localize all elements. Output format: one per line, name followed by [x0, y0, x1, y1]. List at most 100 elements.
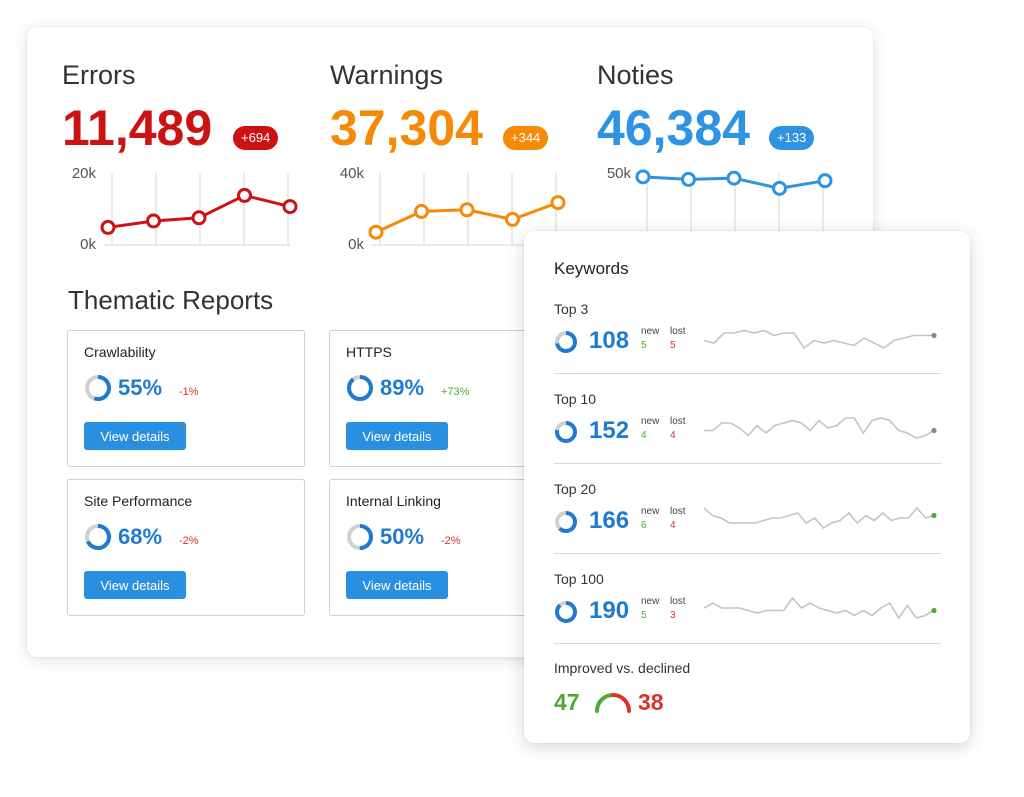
- lost-label: lost: [670, 326, 686, 337]
- data-point: [550, 195, 566, 211]
- progress-donut-icon: [555, 421, 577, 443]
- notices-title: Noties: [597, 60, 674, 90]
- report-card-site-performance: Site Performance 68% -2% View details: [67, 479, 305, 616]
- lost-stat: lost 3: [670, 595, 686, 623]
- keyword-group-label: Top 10: [554, 391, 597, 407]
- sparkline-end-dot: [931, 512, 937, 519]
- data-point: [237, 187, 252, 203]
- donut-fill: [555, 511, 577, 533]
- y-tick-label: 50k: [607, 165, 632, 182]
- data-point: [100, 219, 116, 235]
- lost-label: lost: [670, 596, 686, 607]
- progress-donut-icon: [347, 375, 373, 401]
- thematic-reports-title: Thematic Reports: [68, 285, 274, 315]
- new-label: new: [641, 596, 660, 607]
- report-percent: 89%: [380, 375, 425, 400]
- report-delta: -2%: [441, 535, 461, 547]
- keyword-group-label: Top 3: [554, 301, 589, 317]
- divider: [554, 463, 941, 464]
- sparkline-end-dot: [931, 427, 937, 434]
- sparkline-path: [703, 596, 935, 620]
- progress-donut-icon: [555, 331, 577, 353]
- progress-donut-icon: [85, 524, 111, 550]
- lost-count: 4: [670, 430, 676, 441]
- notices-badge: +133: [769, 126, 815, 150]
- lost-stat: lost 4: [670, 505, 686, 533]
- report-name: Site Performance: [84, 493, 193, 509]
- declined-count: 38: [638, 689, 664, 715]
- lost-count: 4: [670, 520, 676, 531]
- progress-donut-icon: [85, 375, 111, 401]
- report-name: Internal Linking: [346, 493, 441, 509]
- data-point: [459, 202, 475, 218]
- keyword-count: 166: [589, 507, 630, 534]
- improved-vs-declined-label: Improved vs. declined: [554, 660, 691, 676]
- data-point: [505, 211, 520, 227]
- donut-fill: [85, 375, 111, 401]
- donut-fill: [347, 524, 373, 550]
- data-point: [635, 169, 651, 185]
- divider: [554, 553, 941, 554]
- improved-count: 47: [554, 689, 580, 715]
- sparkline-end-dot: [931, 607, 937, 614]
- sparkline-path: [703, 506, 935, 530]
- lost-stat: lost 4: [670, 415, 686, 443]
- errors-badge: +694: [233, 126, 279, 150]
- report-name: HTTPS: [346, 344, 392, 360]
- gauge-icon: [595, 693, 631, 713]
- data-point: [191, 210, 207, 226]
- view-details-button[interactable]: View details: [84, 422, 186, 450]
- errors-value: 11,489: [62, 100, 213, 156]
- keywords-card: Keywords Top 3 108 new 5 lost 5 Top 10 1…: [524, 231, 970, 743]
- errors-title: Errors: [62, 60, 136, 90]
- data-point: [368, 224, 384, 240]
- donut-fill: [85, 524, 111, 550]
- y-tick-label: 20k: [72, 165, 97, 182]
- view-details-button[interactable]: View details: [346, 422, 448, 450]
- errors-chart: 20k 0k: [72, 165, 298, 253]
- new-count: 5: [641, 340, 647, 351]
- data-point: [282, 199, 298, 215]
- report-delta: +73%: [441, 386, 470, 398]
- keyword-count: 190: [589, 597, 630, 624]
- lost-label: lost: [670, 506, 686, 517]
- lost-count: 5: [670, 340, 676, 351]
- warnings-chart: 40k 0k: [340, 165, 566, 253]
- new-label: new: [641, 326, 660, 337]
- trend-sparkline: [703, 506, 937, 530]
- new-label: new: [641, 506, 660, 517]
- data-point: [146, 213, 161, 229]
- warnings-title: Warnings: [330, 60, 444, 90]
- donut-fill: [555, 601, 577, 623]
- report-percent: 55%: [118, 375, 163, 400]
- warnings-value: 37,304: [330, 100, 483, 156]
- keyword-group-label: Top 20: [554, 481, 597, 497]
- report-name: Crawlability: [84, 344, 156, 360]
- divider: [554, 373, 941, 374]
- trend-sparkline: [704, 417, 937, 439]
- new-count: 5: [641, 610, 647, 621]
- keywords-title: Keywords: [554, 259, 629, 278]
- lost-label: lost: [670, 416, 686, 427]
- sparkline-path: [703, 329, 934, 350]
- y-tick-label: 40k: [340, 165, 365, 182]
- data-point: [817, 173, 833, 189]
- new-stat: new 5: [641, 595, 659, 623]
- warnings-badge: +344: [503, 126, 549, 150]
- progress-donut-icon: [555, 601, 577, 623]
- view-details-button[interactable]: View details: [84, 571, 186, 599]
- data-point: [414, 203, 429, 219]
- report-delta: -1%: [179, 386, 199, 398]
- new-stat: new 4: [641, 415, 659, 443]
- y-tick-label: 0k: [348, 236, 364, 253]
- data-point: [726, 170, 742, 186]
- report-delta: -2%: [179, 535, 199, 547]
- donut-fill: [555, 331, 577, 353]
- lost-stat: lost 5: [670, 325, 686, 353]
- lost-count: 3: [670, 610, 676, 621]
- keyword-count: 108: [589, 327, 630, 354]
- new-count: 4: [641, 430, 647, 441]
- view-details-button[interactable]: View details: [346, 571, 448, 599]
- report-percent: 50%: [380, 524, 425, 549]
- progress-donut-icon: [347, 524, 373, 550]
